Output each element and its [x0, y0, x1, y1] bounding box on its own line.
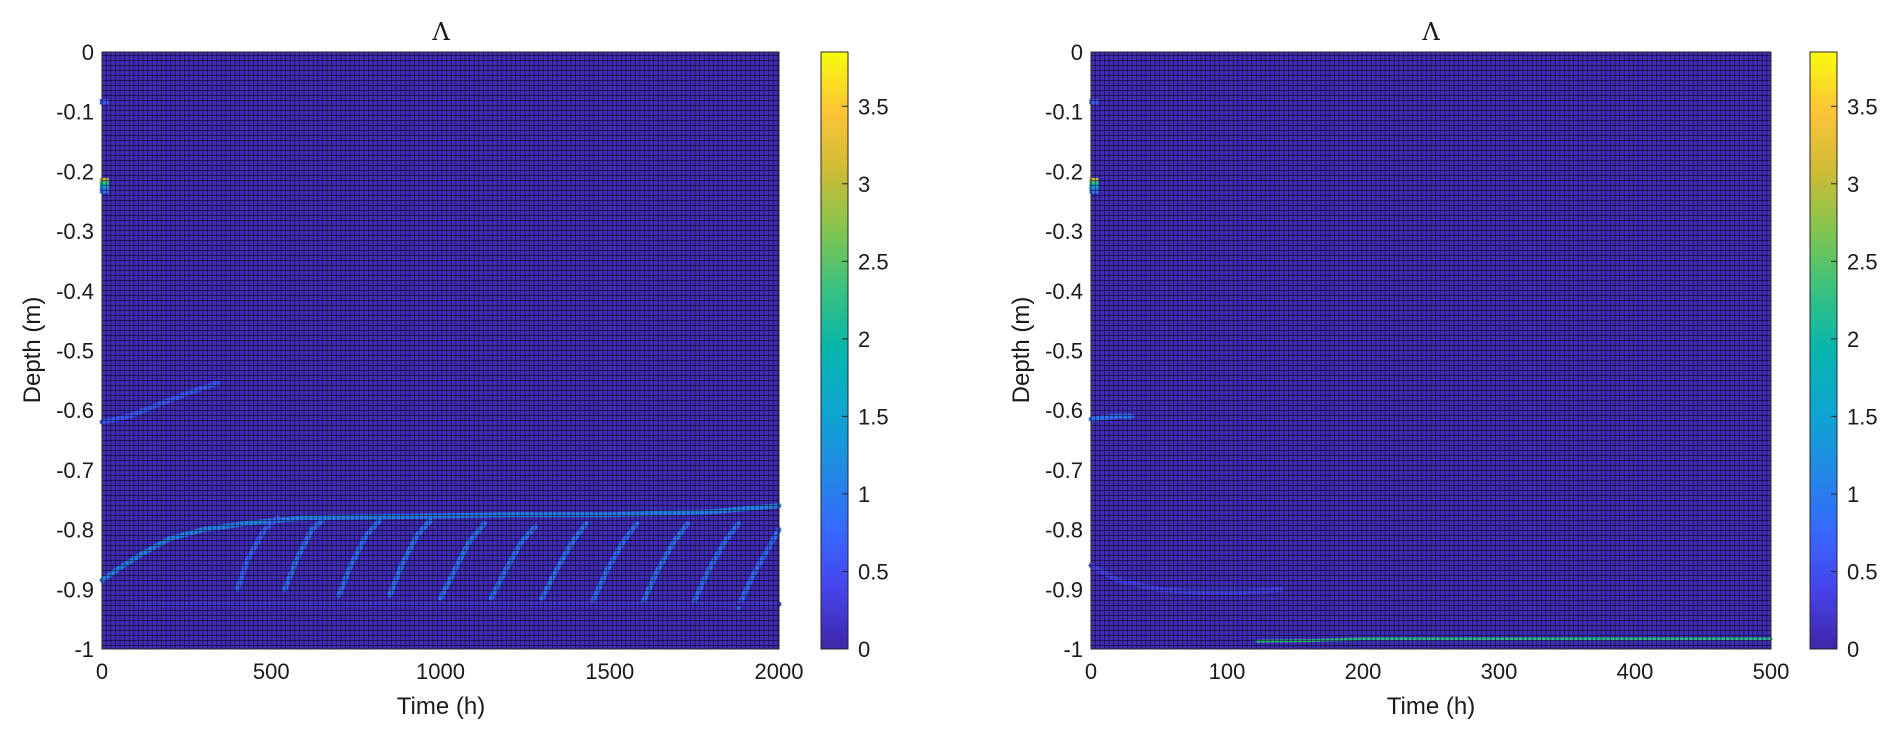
y-tick-label: -0.8	[1045, 518, 1083, 543]
y-tick-label: 0	[1071, 40, 1083, 65]
colorbar-tick-label: 1.5	[858, 404, 889, 429]
y-tick-label: -0.1	[1045, 100, 1083, 125]
left-x-axis-ticks: 0 500 1000 1500 2000	[96, 659, 804, 684]
y-tick-label: -1	[74, 637, 94, 662]
right-heatmap-plot-area	[1088, 51, 1773, 650]
right-x-axis-ticks: 0 100 200 300 400 500	[1085, 659, 1789, 684]
colorbar-tick-label: 1.5	[1847, 404, 1878, 429]
x-tick-label: 400	[1617, 659, 1654, 684]
colorbar-tick-label: 1	[858, 482, 870, 507]
x-tick-label: 500	[1753, 659, 1790, 684]
colorbar-gradient	[1809, 51, 1838, 650]
right-chart-title: Λ	[1421, 18, 1440, 46]
right-colorbar: 0 0.5 1 1.5 2 2.5 3 3.5	[1809, 51, 1878, 662]
x-tick-label: 0	[1085, 659, 1097, 684]
colorbar-tick-label: 3.5	[858, 94, 889, 119]
left-colorbar: 0 0.5 1 1.5 2 2.5 3 3.5	[820, 51, 889, 662]
y-tick-label: 0	[82, 40, 94, 65]
y-tick-label: -0.4	[56, 279, 94, 304]
y-tick-label: -1	[1063, 637, 1083, 662]
x-tick-label: 0	[96, 659, 108, 684]
x-tick-label: 1000	[416, 659, 465, 684]
x-tick-label: 2000	[755, 659, 804, 684]
heatmap-cell-grid	[1091, 52, 1771, 649]
x-tick-label: 100	[1209, 659, 1246, 684]
y-tick-label: -0.5	[56, 339, 94, 364]
left-heatmap-plot-area	[99, 51, 782, 650]
y-tick-label: -0.5	[1045, 339, 1083, 364]
y-tick-label: -0.7	[1045, 458, 1083, 483]
y-tick-label: -0.4	[1045, 279, 1083, 304]
right-y-axis-ticks: 0 -0.1 -0.2 -0.3 -0.4 -0.5 -0.6 -0.7 -0.8 -0.9 -1	[1045, 40, 1083, 662]
y-tick-label: -0.1	[56, 100, 94, 125]
left-chart-title: Λ	[431, 18, 450, 46]
y-tick-label: -0.2	[1045, 159, 1083, 184]
x-tick-label: 1500	[585, 659, 634, 684]
plot-frame	[1090, 51, 1772, 650]
y-tick-label: -0.6	[1045, 398, 1083, 423]
x-tick-label: 300	[1481, 659, 1518, 684]
x-tick-label: 200	[1345, 659, 1382, 684]
colorbar-tick-label: 0	[1847, 637, 1859, 662]
y-tick-label: -0.3	[56, 219, 94, 244]
y-tick-label: -0.2	[56, 159, 94, 184]
y-tick-label: -0.6	[56, 398, 94, 423]
plot-frame	[101, 51, 780, 650]
left-y-axis-label: Depth (m)	[19, 297, 46, 404]
y-tick-label: -0.9	[1045, 577, 1083, 602]
colorbar-tick-label: 2	[858, 327, 870, 352]
colorbar-tick-label: 2	[1847, 327, 1859, 352]
colorbar-tick-label: 1	[1847, 482, 1859, 507]
right-y-axis-label: Depth (m)	[1008, 297, 1035, 404]
y-tick-label: -0.9	[56, 577, 94, 602]
colorbar-tick-label: 3.5	[1847, 94, 1878, 119]
colorbar-tick-label: 0.5	[1847, 559, 1878, 584]
x-tick-label: 500	[253, 659, 290, 684]
left-y-axis-ticks: 0 -0.1 -0.2 -0.3 -0.4 -0.5 -0.6 -0.7 -0.8 -0.9 -1	[56, 40, 94, 662]
right-x-axis-label: Time (h)	[1387, 693, 1475, 720]
colorbar-tick-label: 0.5	[858, 559, 889, 584]
colorbar-tick-label: 2.5	[858, 249, 889, 274]
left-heatmap-panel: Λ 0 -0.1 -0.2 -0.3 -0.4 -0.5 -0.6 -0.7 -0.8 -0.9 -…	[19, 18, 889, 720]
y-tick-label: -0.8	[56, 518, 94, 543]
left-x-axis-label: Time (h)	[397, 693, 485, 720]
colorbar-tick-label: 3	[1847, 172, 1859, 197]
y-tick-label: -0.7	[56, 458, 94, 483]
y-tick-label: -0.3	[1045, 219, 1083, 244]
colorbar-tick-label: 3	[858, 172, 870, 197]
colorbar-tick-label: 2.5	[1847, 249, 1878, 274]
right-heatmap-panel: Λ 0 -0.1 -0.2 -0.3 -0.4 -0.5 -0.6 -0.7 -0.8 -0.9 -…	[1008, 18, 1878, 720]
colorbar-gradient	[820, 51, 849, 650]
heatmap-cell-grid	[102, 52, 779, 649]
colorbar-tick-label: 0	[858, 637, 870, 662]
